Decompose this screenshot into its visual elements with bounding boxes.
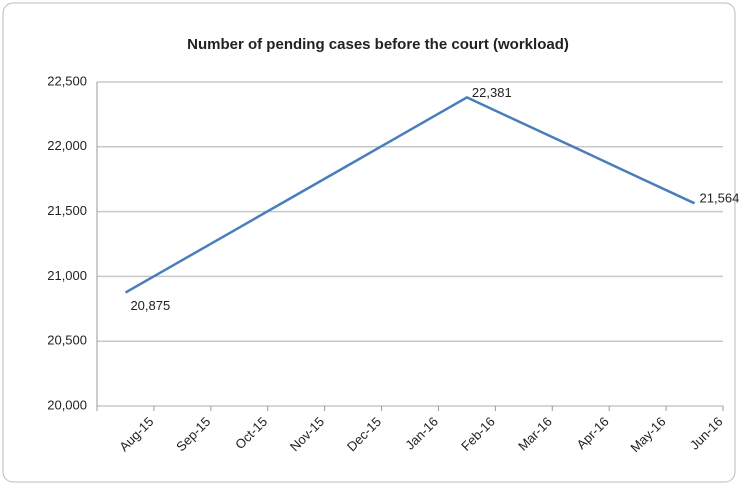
data-label: 22,381 (472, 85, 512, 100)
chart-title: Number of pending cases before the court… (187, 36, 569, 53)
y-tick-label: 20,000 (47, 397, 87, 412)
y-tick-label: 21,500 (47, 203, 87, 218)
y-tick-label: 22,500 (47, 73, 87, 88)
y-tick-label: 20,500 (47, 333, 87, 348)
line-series (124, 96, 696, 294)
data-label: 21,564 (700, 191, 739, 206)
y-tick-label: 21,000 (47, 268, 87, 283)
data-label: 20,875 (130, 298, 170, 313)
y-tick-label: 22,000 (47, 138, 87, 153)
